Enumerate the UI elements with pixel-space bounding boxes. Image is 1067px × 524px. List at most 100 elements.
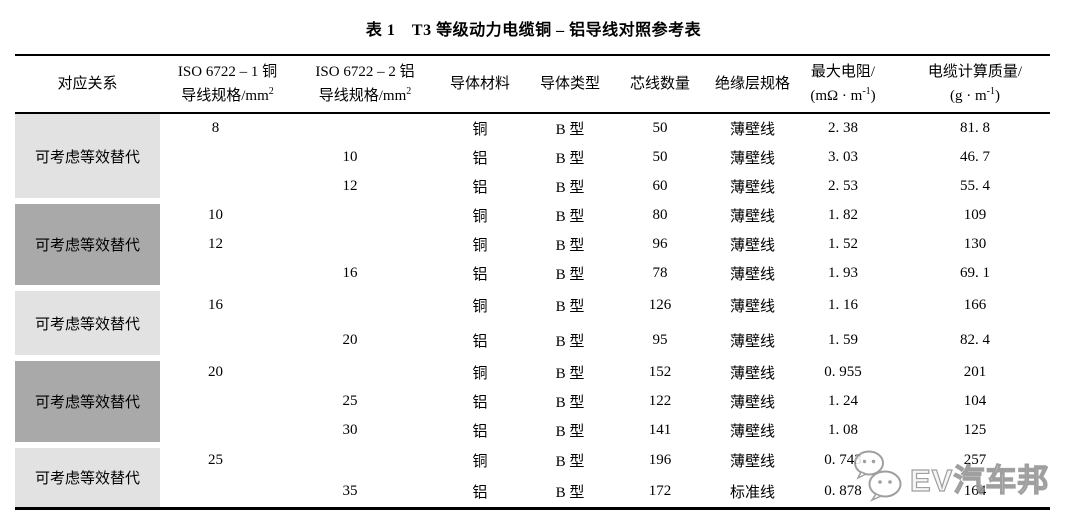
cell-al-spec (295, 358, 435, 387)
cell-insulation: 薄壁线 (729, 122, 775, 138)
cell-al-spec: 30 (342, 422, 358, 438)
table-row: 可考虑等效替代 16 铜 B 型 126 薄壁线 1. 16 166 (15, 288, 1050, 358)
cell-material: 铝 (472, 267, 488, 283)
cell-type: B 型 (555, 395, 585, 411)
superscript: 2 (268, 86, 274, 97)
cell-cu-spec (160, 143, 295, 172)
cell-type: B 型 (555, 180, 585, 196)
cell-cores: 60 (652, 178, 668, 194)
cell-resistance: 1. 16 (828, 297, 858, 313)
cell-cores: 78 (652, 265, 668, 281)
cell-mass: 82. 4 (960, 332, 990, 348)
cell-cores: 80 (652, 207, 668, 223)
cell-al-spec (295, 445, 435, 476)
cell-material: 铜 (472, 299, 488, 315)
cell-cores: 96 (652, 236, 668, 252)
col-header-relation: 对应关系 (15, 54, 160, 114)
cell-mass: 257 (963, 452, 987, 468)
cell-mass: 164 (900, 476, 1050, 510)
superscript: -1 (986, 86, 995, 97)
cell-resistance: 1. 82 (828, 207, 858, 223)
cell-cores: 126 (648, 297, 672, 313)
col-header-material: 导体材料 (435, 54, 525, 114)
header-label: ISO 6722 – 1 铜 (177, 64, 278, 80)
cell-insulation: 薄壁线 (729, 209, 775, 225)
cell-type: B 型 (555, 366, 585, 382)
group-label: 可考虑等效替代 (15, 445, 160, 510)
cell-type: B 型 (555, 122, 585, 138)
cell-cu-spec (160, 476, 295, 510)
cell-type: B 型 (555, 151, 585, 167)
cell-material: 铜 (472, 238, 488, 254)
cell-material: 铜 (472, 366, 488, 382)
cell-resistance: 0. 955 (824, 364, 862, 380)
header-label: 电缆计算质量/ (927, 64, 1023, 80)
cell-type: B 型 (555, 299, 585, 315)
table-row: 可考虑等效替代 8 铜 B 型 50 薄壁线 2. 38 81. 8 (15, 114, 1050, 201)
header-label: ) (870, 88, 876, 104)
cell-al-spec (295, 201, 435, 230)
table-row: 30 铝 B 型 141 薄壁线 1. 08 125 (15, 416, 1050, 445)
cell-insulation: 薄壁线 (729, 299, 775, 315)
cell-type: B 型 (555, 424, 585, 440)
cell-insulation: 薄壁线 (729, 238, 775, 254)
header-label: 最大电阻/ (810, 64, 876, 80)
cell-insulation: 薄壁线 (729, 454, 775, 470)
table-row: 16 铝 B 型 78 薄壁线 1. 93 69. 1 (15, 259, 1050, 288)
header-label: 导体类型 (539, 76, 600, 92)
cell-type: B 型 (555, 238, 585, 254)
cell-cores: 196 (648, 452, 672, 468)
cell-insulation: 薄壁线 (729, 395, 775, 411)
cell-cu-spec: 12 (208, 236, 223, 252)
cell-cu-spec (160, 259, 295, 288)
cell-mass: 125 (963, 422, 987, 438)
col-header-mass: 电缆计算质量/ (g · m-1) (900, 54, 1050, 114)
cell-cu-spec: 25 (208, 452, 223, 468)
table-row: 12 铜 B 型 96 薄壁线 1. 52 130 (15, 230, 1050, 259)
cell-resistance: 1. 52 (828, 236, 858, 252)
cell-type: B 型 (555, 454, 585, 470)
cell-cu-spec: 10 (208, 207, 223, 223)
header-label: 导线规格/mm (181, 88, 269, 104)
cell-material: 铜 (472, 122, 488, 138)
table-row: 可考虑等效替代 10 铜 B 型 80 薄壁线 1. 82 109 (15, 201, 1050, 288)
cell-cores: 152 (648, 364, 672, 380)
table-row: 25 铝 B 型 122 薄壁线 1. 24 104 (15, 387, 1050, 416)
table-row: 10 铝 B 型 50 薄壁线 3. 03 46. 7 (15, 143, 1050, 172)
cell-insulation: 薄壁线 (729, 424, 775, 440)
cell-cores: 122 (648, 393, 672, 409)
superscript: 2 (406, 86, 412, 97)
cell-insulation: 薄壁线 (729, 180, 775, 196)
group-label: 可考虑等效替代 (15, 358, 160, 445)
cell-mass: 201 (963, 364, 987, 380)
cell-cu-spec (160, 172, 295, 201)
group-label: 可考虑等效替代 (15, 201, 160, 288)
header-label: 导体材料 (449, 76, 510, 92)
table-row: 可考虑等效替代 25 铜 B 型 196 薄壁线 0. 743 257 (15, 445, 1050, 510)
cell-mass: 46. 7 (960, 149, 990, 165)
cell-mass: 130 (963, 236, 987, 252)
col-header-type: 导体类型 (525, 54, 615, 114)
table-row: 可考虑等效替代 20 铜 B 型 152 薄壁线 0. 955 201 (15, 358, 1050, 445)
cell-mass: 81. 8 (960, 120, 990, 136)
cell-insulation: 薄壁线 (729, 366, 775, 382)
cell-mass: 69. 1 (960, 265, 990, 281)
cell-type: B 型 (555, 209, 585, 225)
cell-al-spec: 25 (342, 393, 358, 409)
cell-mass: 109 (963, 207, 987, 223)
cell-cu-spec (160, 323, 295, 358)
cell-cores: 172 (615, 476, 705, 510)
cell-cu-spec: 8 (211, 120, 220, 136)
cell-al-spec: 20 (342, 332, 358, 348)
header-label: (g · m (949, 88, 987, 104)
header-label: 导线规格/mm (318, 88, 407, 104)
col-header-al-spec: ISO 6722 – 2 铝 导线规格/mm2 (295, 54, 435, 114)
header-label: (mΩ · m (810, 88, 863, 104)
cell-resistance: 0. 743 (824, 452, 862, 468)
header-label: 绝缘层规格 (714, 76, 790, 92)
header-label: ISO 6722 – 2 铝 (315, 64, 415, 80)
cell-al-spec (295, 114, 435, 143)
group-label: 可考虑等效替代 (15, 114, 160, 201)
cell-material: 铝 (472, 395, 488, 411)
cell-material: 铝 (435, 476, 525, 510)
